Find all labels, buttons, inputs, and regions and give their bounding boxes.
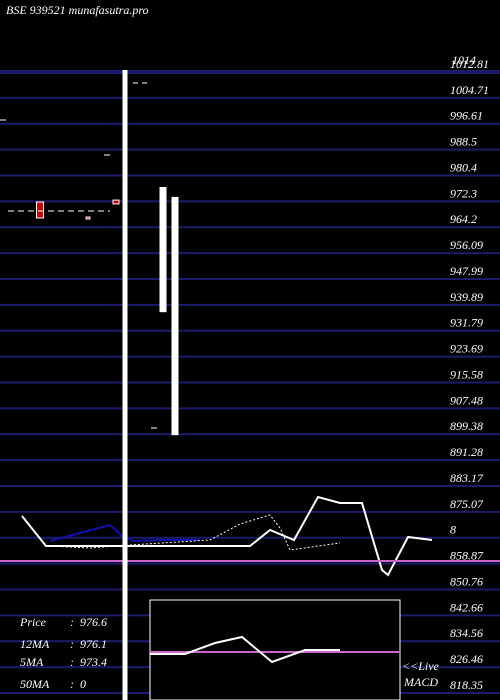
live-link[interactable]: <<Live xyxy=(402,659,440,673)
info-value: 976.6 xyxy=(80,615,107,629)
macd-panel xyxy=(149,599,401,700)
candle xyxy=(112,199,120,205)
y-tick-label: 826.46 xyxy=(450,652,483,666)
y-tick-label: 842.66 xyxy=(450,600,483,614)
indicator-line xyxy=(21,495,433,577)
y-tick-label: 1012.81 xyxy=(450,57,489,71)
y-tick-label: 939.89 xyxy=(450,290,483,304)
y-tick-label: 1004.71 xyxy=(450,83,489,97)
y-tick-label: 931.79 xyxy=(450,316,483,330)
y-tick-label: 907.48 xyxy=(450,393,483,407)
indicator-line-blue xyxy=(49,523,200,543)
y-tick-label: 883.17 xyxy=(450,471,484,485)
info-key: 5MA xyxy=(20,655,44,669)
indicator-line-dotted xyxy=(49,514,341,551)
y-tick-label: 899.38 xyxy=(450,419,483,433)
info-value: 973.4 xyxy=(80,655,107,669)
info-key: 12MA xyxy=(20,637,50,651)
y-tick-label: 964.2 xyxy=(450,212,477,226)
candle xyxy=(85,216,91,220)
info-sep: : xyxy=(70,637,74,651)
info-key: 50MA xyxy=(20,677,50,691)
macd-label: MACD xyxy=(403,675,438,689)
y-tick-label: 988.5 xyxy=(450,135,477,149)
info-sep: : xyxy=(70,615,74,629)
info-value: 976.1 xyxy=(80,637,107,651)
info-key: Price xyxy=(19,615,47,629)
candle xyxy=(159,186,167,313)
chart-title: BSE 939521 munafasutra.pro xyxy=(6,3,149,17)
info-sep: : xyxy=(70,677,74,691)
info-value: 0 xyxy=(80,677,86,691)
info-sep: : xyxy=(70,655,74,669)
y-tick-label: 947.99 xyxy=(450,264,483,278)
candle xyxy=(36,201,44,219)
y-tick-label: 850.76 xyxy=(450,575,483,589)
y-tick-label: 891.28 xyxy=(450,445,483,459)
y-tick-label: 818.35 xyxy=(450,678,483,692)
macd-line xyxy=(150,635,340,664)
y-tick-label: 923.69 xyxy=(450,342,483,356)
y-tick-label: 858.87 xyxy=(450,549,484,563)
y-tick-label: 834.56 xyxy=(450,626,483,640)
y-tick-label: 956.09 xyxy=(450,238,483,252)
y-tick-label: 915.58 xyxy=(450,368,483,382)
top-label: 1014 xyxy=(452,53,476,67)
y-tick-label: 8 xyxy=(450,523,456,537)
candle xyxy=(171,196,179,436)
y-tick-label: 980.4 xyxy=(450,161,477,175)
y-tick-label: 996.61 xyxy=(450,109,483,123)
y-tick-label: 875.07 xyxy=(450,497,484,511)
y-tick-label: 972.3 xyxy=(450,186,477,200)
